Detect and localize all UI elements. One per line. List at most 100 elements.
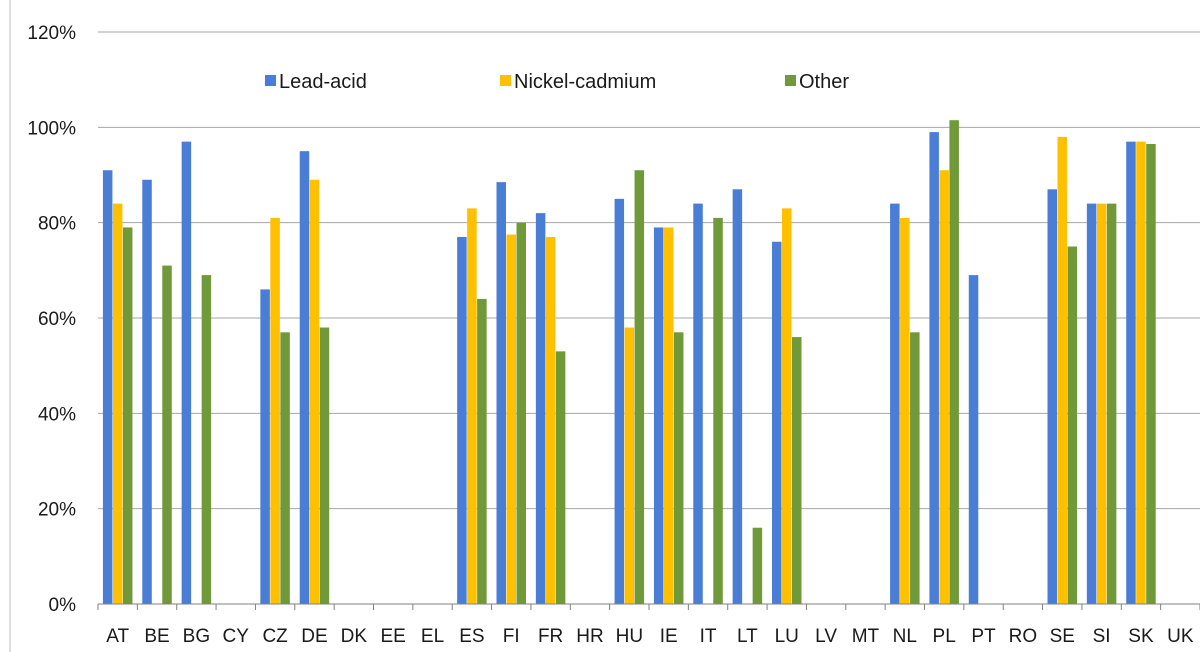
bar-nickel-cadmium-hu: [624, 327, 635, 604]
x-tick-label: SE: [1050, 626, 1075, 647]
bar-lead-acid-de: [299, 151, 310, 604]
bar-nickel-cadmium-sk: [1136, 141, 1146, 604]
bar-other-cz: [280, 332, 290, 604]
bar-other-ie: [673, 332, 684, 604]
legend-swatch: [500, 75, 511, 86]
bar-lead-acid-be: [142, 179, 152, 604]
bar-lead-acid-at: [102, 170, 113, 604]
x-tick-label: SI: [1093, 626, 1111, 647]
x-tick-label: RO: [1009, 626, 1038, 647]
axes: 0% 20% 40% 60% 80% 100% 120% AT BE BG CY CZ DE DK EE EL…: [27, 23, 1200, 647]
bar-nickel-cadmium-de: [309, 179, 320, 604]
bar-lead-acid-bg: [181, 141, 192, 604]
bar-nickel-cadmium-fi: [506, 234, 516, 605]
bar-nickel-cadmium-se: [1057, 136, 1067, 604]
legend-label: Other: [799, 71, 849, 93]
x-tick-label: LV: [815, 626, 837, 647]
bar-other-de: [319, 327, 330, 604]
x-tick-label: ES: [459, 626, 484, 647]
bar-lead-acid-se: [1047, 189, 1057, 605]
x-tick-label: BE: [144, 626, 169, 647]
legend-item: Lead-acid: [265, 71, 367, 93]
bar-other-bg: [201, 275, 212, 604]
x-tick-label: EL: [421, 626, 444, 647]
bar-nickel-cadmium-ie: [663, 227, 674, 604]
bar-other-se: [1067, 246, 1077, 604]
x-tick-label: UK: [1167, 626, 1194, 647]
bar-nickel-cadmium-pl: [939, 170, 949, 604]
bar-other-fr: [555, 351, 566, 604]
bar-nickel-cadmium-nl: [900, 217, 910, 604]
bar-lead-acid-fr: [535, 213, 546, 604]
x-tick-label: BG: [183, 626, 210, 647]
bar-nickel-cadmium-cz: [270, 217, 280, 604]
bar-nickel-cadmium-at: [112, 203, 123, 604]
legend-swatch: [265, 75, 276, 86]
bar-other-at: [122, 227, 133, 604]
y-tick-label: 100%: [27, 118, 76, 139]
bar-other-nl: [910, 332, 920, 604]
x-tick-label: LT: [737, 626, 758, 647]
x-tick-label: HU: [616, 626, 643, 647]
bar-nickel-cadmium-es: [467, 208, 477, 604]
y-tick-label: 60%: [38, 309, 76, 330]
bar-lead-acid-pt: [968, 275, 979, 604]
x-tick-label: CY: [223, 626, 250, 647]
bar-lead-acid-lt: [732, 189, 743, 605]
bars: [102, 120, 1156, 605]
bar-lead-acid-fi: [496, 182, 506, 604]
bar-other-hu: [634, 170, 645, 604]
bar-nickel-cadmium-fr: [545, 236, 556, 604]
x-tick-label: SK: [1128, 626, 1154, 647]
bar-other-es: [477, 298, 487, 604]
x-tick-label: MT: [852, 626, 880, 647]
legend-item: Other: [785, 71, 849, 93]
bar-lead-acid-it: [693, 203, 703, 604]
x-tick-label: NL: [893, 626, 917, 647]
x-tick-label: LU: [775, 626, 799, 647]
bar-lead-acid-lu: [772, 241, 782, 604]
bar-nickel-cadmium-lu: [782, 208, 792, 604]
bar-lead-acid-es: [457, 236, 467, 604]
x-tick-label: HR: [576, 626, 603, 647]
x-tick-label: FI: [503, 626, 520, 647]
bar-other-fi: [516, 222, 526, 604]
x-tick-label: EE: [380, 626, 405, 647]
bar-other-sk: [1146, 144, 1156, 604]
legend-item: Nickel-cadmium: [500, 71, 656, 93]
bar-nickel-cadmium-si: [1096, 203, 1107, 604]
x-tick-label: PL: [933, 626, 956, 647]
bar-lead-acid-nl: [890, 203, 900, 604]
x-tick-label: FR: [538, 626, 563, 647]
bar-other-lu: [792, 337, 802, 604]
x-tick-label: AT: [106, 626, 129, 647]
x-tick-label: IE: [660, 626, 678, 647]
bar-other-be: [162, 265, 172, 604]
legend-label: Lead-acid: [279, 71, 367, 93]
bar-lead-acid-si: [1086, 203, 1097, 604]
y-tick-label: 20%: [38, 500, 76, 521]
bar-other-si: [1106, 203, 1117, 604]
legend-label: Nickel-cadmium: [514, 71, 656, 93]
bar-other-lt: [752, 527, 763, 604]
x-tick-label: CZ: [262, 626, 288, 647]
y-tick-label: 120%: [27, 23, 76, 44]
bar-lead-acid-hu: [614, 198, 625, 605]
legend: Lead-acid Nickel-cadmium Other: [265, 71, 849, 93]
bar-lead-acid-sk: [1126, 141, 1136, 604]
bar-other-it: [713, 217, 723, 604]
x-tick-label: IT: [700, 626, 717, 647]
bar-lead-acid-ie: [653, 227, 664, 604]
x-tick-label: PT: [971, 626, 996, 647]
bar-lead-acid-cz: [260, 289, 270, 604]
y-tick-label: 40%: [38, 404, 76, 425]
y-tick-label: 0%: [49, 595, 77, 616]
x-tick-label: DE: [301, 626, 327, 647]
y-tick-label: 80%: [38, 214, 76, 235]
bar-other-pl: [949, 120, 959, 604]
x-tick-label: DK: [341, 626, 368, 647]
bar-lead-acid-pl: [929, 132, 939, 604]
